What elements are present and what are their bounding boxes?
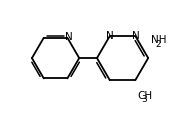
Text: 3: 3 [141, 95, 147, 104]
Text: CH: CH [137, 91, 152, 101]
Text: N: N [131, 31, 139, 41]
Text: NH: NH [151, 36, 167, 46]
Text: N: N [64, 32, 72, 42]
Text: N: N [106, 31, 114, 41]
Text: 2: 2 [155, 40, 161, 49]
